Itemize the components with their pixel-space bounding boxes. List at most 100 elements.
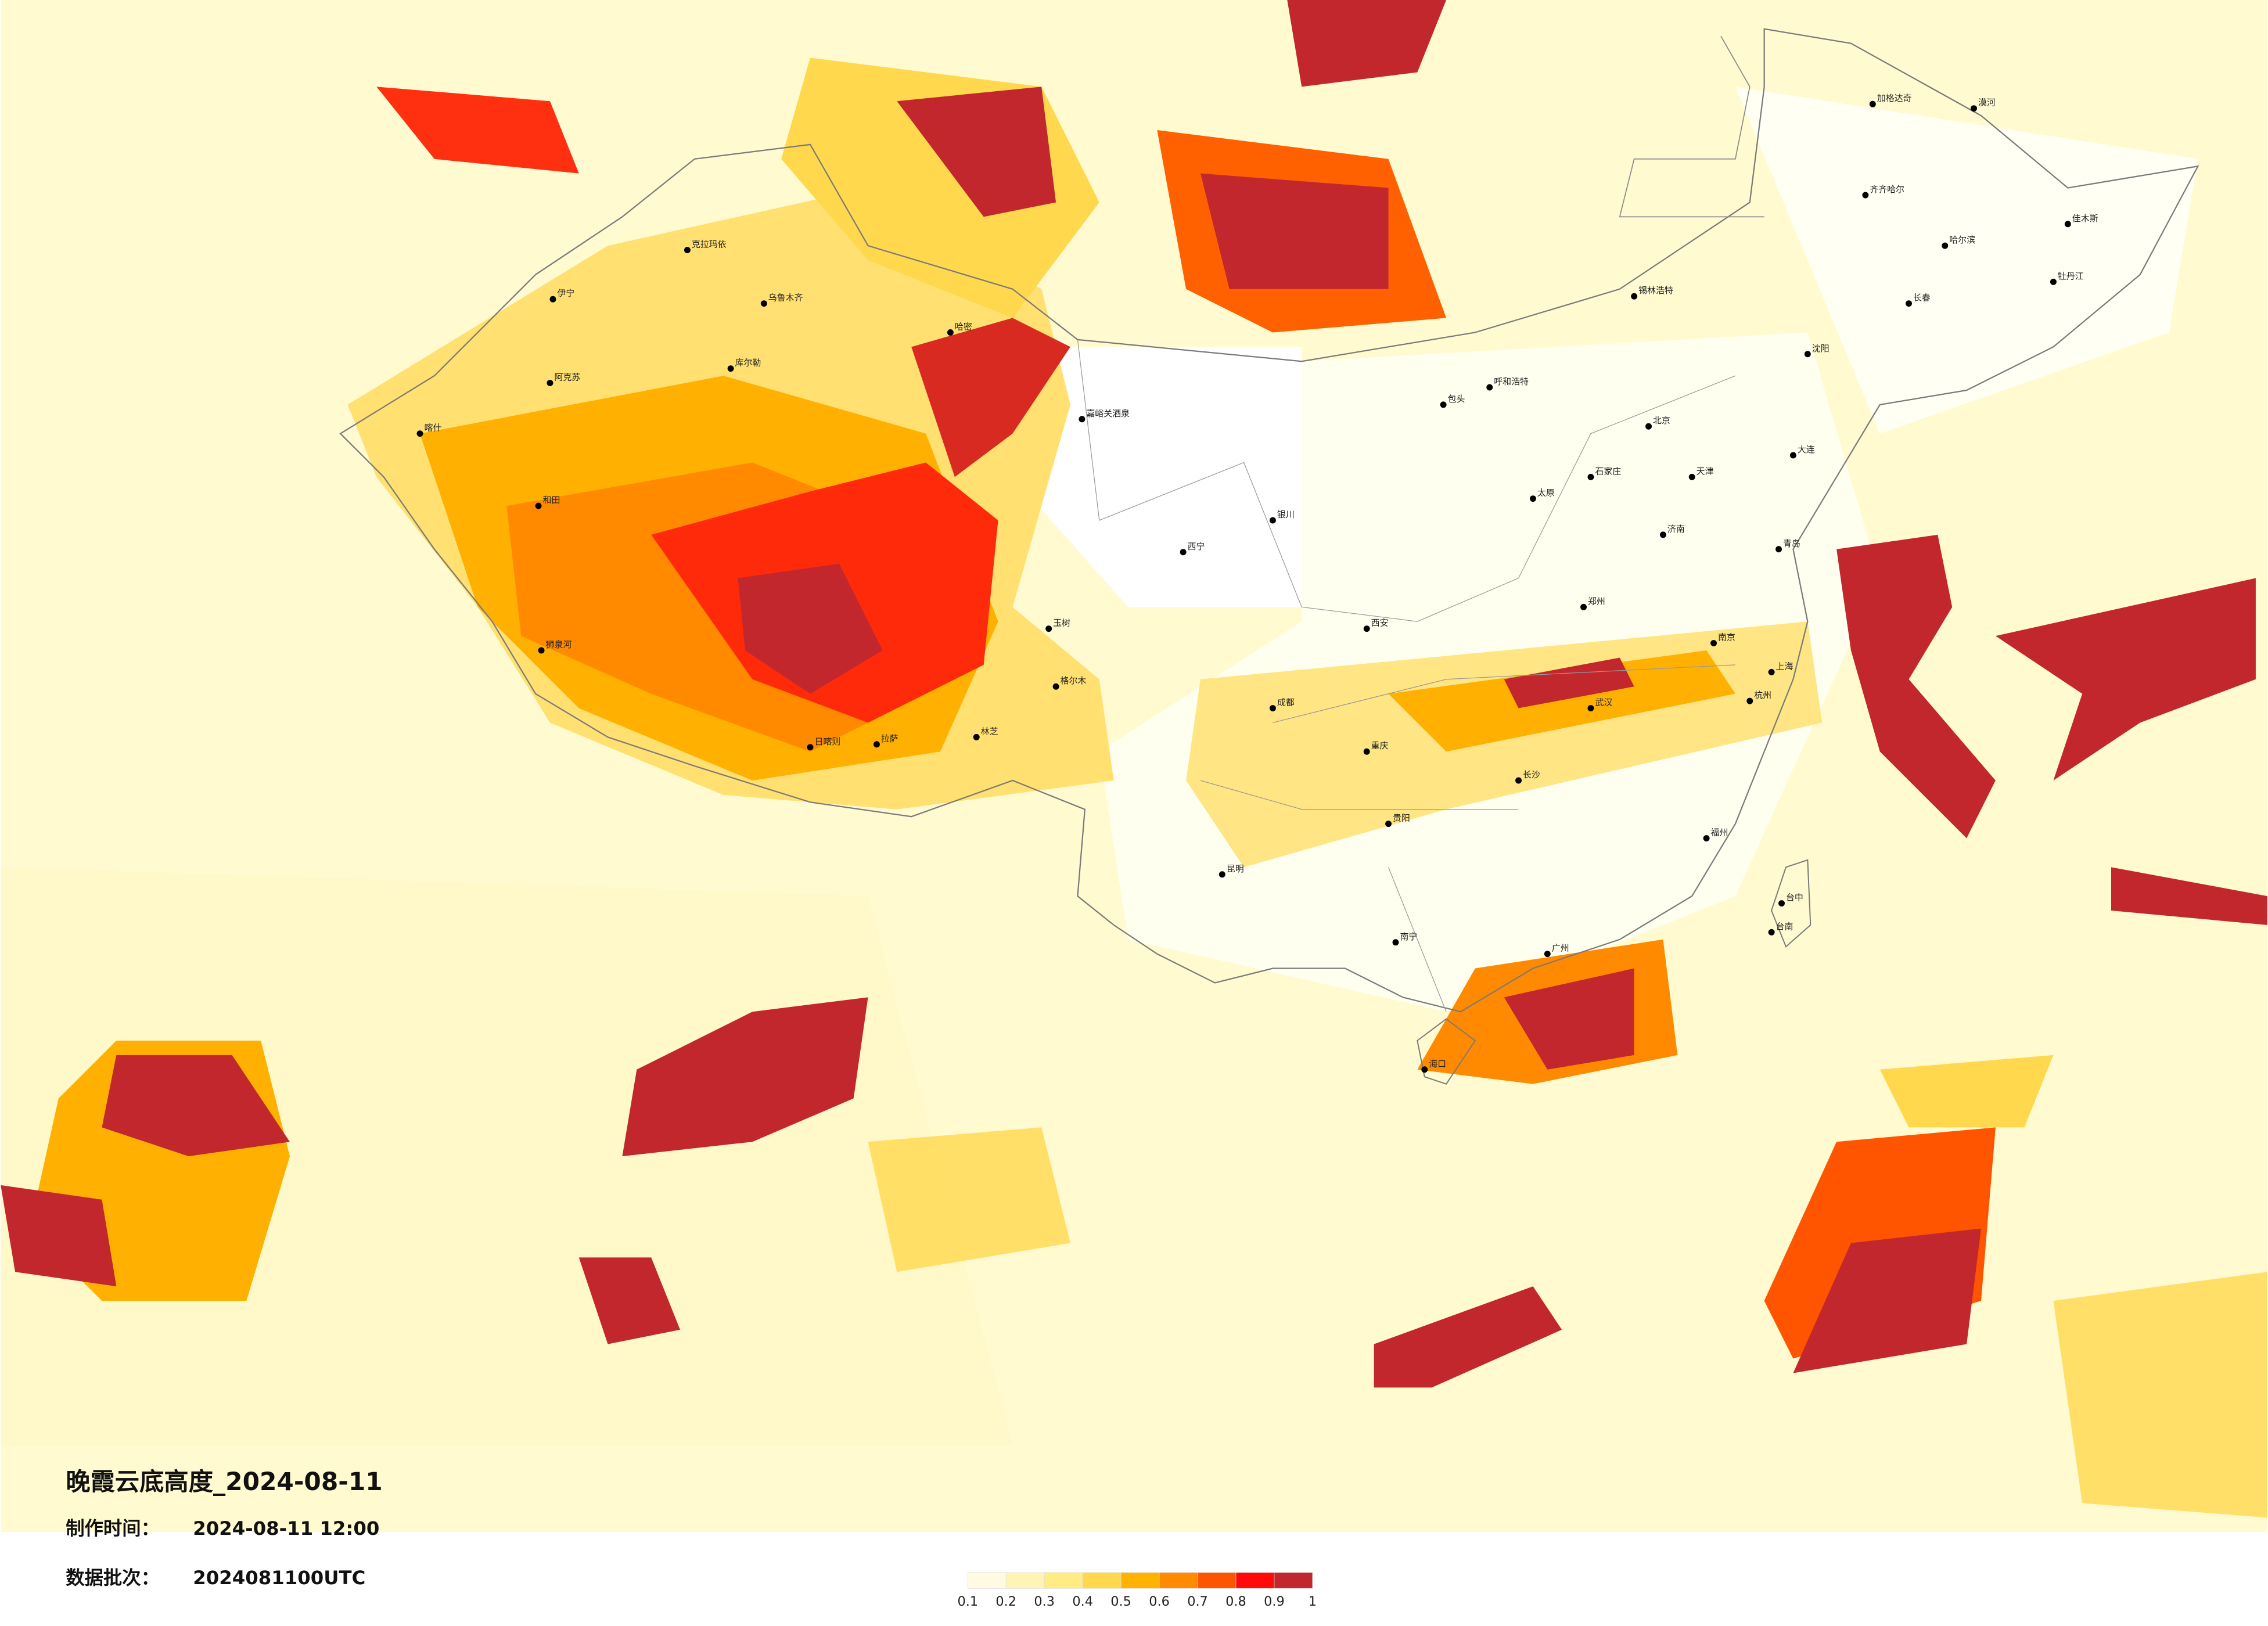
city-label: 太原 [1537,488,1555,498]
city-label: 昆明 [1227,864,1244,874]
city-label: 海口 [1429,1059,1446,1069]
made-label: 制作时间： [66,1517,160,1539]
city-label: 包头 [1448,394,1465,404]
city-label: 齐齐哈尔 [1870,184,1904,195]
city-dot [1269,517,1276,524]
city-dot [1789,452,1796,459]
city-label: 武汉 [1595,697,1612,708]
city-dot [1385,821,1392,828]
city-dot [549,296,556,303]
colorbar-swatch [1082,1572,1122,1589]
city-label: 长春 [1913,293,1931,303]
city-dot [1703,835,1710,842]
city-dot [535,502,542,509]
city-label: 漠河 [1978,98,1996,108]
city-label: 林芝 [981,726,998,736]
city-dot [1869,100,1876,107]
city-label: 北京 [1653,415,1670,426]
city-dot [1045,625,1052,632]
city-dot [2064,221,2071,228]
city-label: 南京 [1718,632,1735,643]
city-label: 郑州 [1588,596,1605,606]
city-dot [1079,416,1086,423]
city-label: 济南 [1667,524,1685,534]
city-label: 银川 [1277,509,1295,520]
city-dot [1486,384,1493,391]
colorbar-tick-label: 0.5 [1110,1594,1131,1609]
colorbar-swatch [1044,1572,1083,1589]
city-label: 和田 [543,495,560,505]
city-dot [1775,546,1782,553]
city-dot [1942,242,1949,249]
colorbar-tick-label: 0.7 [1187,1594,1208,1609]
city-dot [1421,1066,1428,1073]
city-label: 台南 [1776,921,1793,931]
city-label: 伊宁 [557,288,574,298]
city-label: 贵阳 [1393,813,1410,823]
city-label: 南宁 [1400,931,1417,942]
city-label: 喀什 [424,423,441,433]
city-label: 上海 [1776,661,1793,671]
city-dot [1180,549,1187,556]
city-dot [1862,192,1869,199]
city-label: 日喀则 [814,736,840,747]
city-label: 乌鲁木齐 [768,293,803,303]
city-dot [1645,423,1652,430]
city-dot [874,741,880,748]
city-dot [1768,929,1775,936]
city-label: 重庆 [1371,740,1389,751]
city-dot [1768,668,1775,675]
city-dot [1804,351,1811,358]
city-dot [1544,951,1551,958]
city-dot [1778,900,1785,907]
city-label: 拉萨 [881,733,898,744]
colorbar-tick-label: 0.4 [1072,1594,1093,1609]
city-label: 哈尔滨 [1949,235,1975,245]
city-label: 嘉峪关酒泉 [1086,408,1130,419]
city-dot [727,365,734,372]
city-dot [538,647,545,654]
city-label: 广州 [1552,943,1569,954]
city-label: 狮泉河 [546,639,572,650]
city-dot [1971,105,1978,112]
city-label: 阿克苏 [554,372,580,383]
city-label: 锡林浩特 [1638,285,1673,296]
city-dot [2050,278,2057,285]
border [1619,35,1764,218]
colorbar-tick-label: 0.9 [1264,1594,1285,1609]
colorbar-tick-label: 1 [1309,1594,1317,1609]
city-label: 杭州 [1754,690,1771,700]
city-dot [1269,705,1276,712]
city-dot [1580,603,1587,610]
colorbar-swatch [1005,1572,1045,1589]
colorbar-tick-label: 0.2 [995,1594,1016,1609]
city-label: 玉树 [1053,618,1070,628]
colorbar-swatch [1235,1572,1275,1589]
city-label: 福州 [1711,828,1728,838]
city-dot [1392,939,1399,946]
city-label: 格尔木 [1061,675,1087,686]
city-dot [1587,473,1594,480]
colorbar-swatch [1197,1572,1237,1589]
city-dot [547,380,553,387]
colorbar: 0.1 0.2 0.3 0.4 0.5 0.6 0.7 0.8 0.9 1 [957,1572,1317,1609]
city-label: 西安 [1371,618,1389,628]
city-dot [1440,401,1447,408]
border [1771,859,1811,948]
border [339,28,2199,1013]
colorbar-tick-label: 0.1 [957,1594,978,1609]
city-label: 沈阳 [1812,343,1830,354]
colorbar-swatch [1274,1572,1313,1589]
city-dot [1363,625,1370,632]
city-dot [1515,777,1522,784]
city-dot [1906,300,1913,307]
colorbar-swatch [1120,1572,1160,1589]
city-dot [1363,748,1370,755]
province-lines [1077,339,1736,1012]
made-time: 2024-08-11 12:00 [193,1517,379,1539]
city-dot [973,733,980,740]
city-label: 大连 [1798,444,1815,455]
city-dot [1746,697,1753,704]
